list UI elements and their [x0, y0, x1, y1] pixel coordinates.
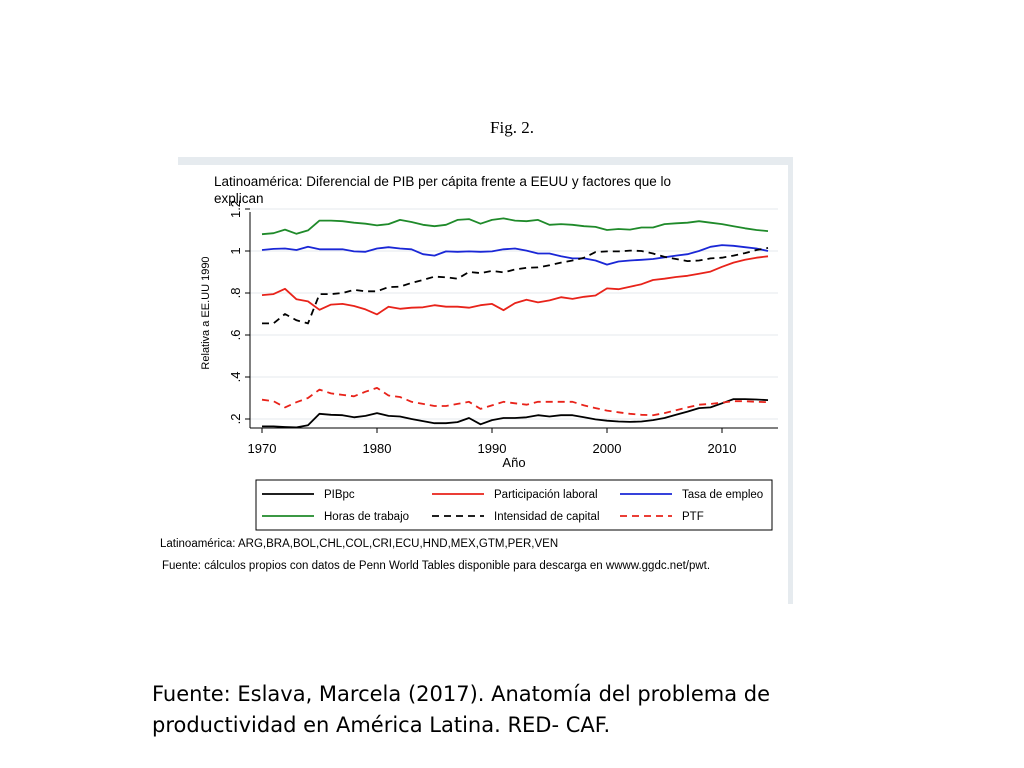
x-tick-label: 1970 [248, 441, 277, 456]
grid-lines [249, 208, 778, 429]
note-source: Fuente: cálculos propios con datos de Pe… [162, 560, 710, 572]
series-line-2 [261, 244, 769, 266]
y-tick-labels: .2 .4 .6 .8 1 1.2 [228, 200, 250, 424]
figure-label: Fig. 2. [490, 118, 534, 137]
legend-label: PTF [682, 511, 704, 523]
note-countries: Latinoamérica: ARG,BRA,BOL,CHL,COL,CRI,E… [160, 538, 558, 550]
x-tick-label: 1990 [478, 441, 507, 456]
y-tick-label: .6 [228, 330, 243, 341]
y-tick-label: .2 [228, 414, 243, 425]
chart-title-line-2: explican [214, 191, 264, 206]
x-tick-labels: 1970 1980 1990 2000 2010 [248, 428, 737, 456]
series-line-1 [261, 255, 769, 316]
y-tick-label: .8 [228, 288, 243, 299]
y-tick-label: .4 [228, 372, 243, 383]
chart-title-line-1: Latinoamérica: Diferencial de PIB per cá… [214, 174, 671, 189]
legend-box [255, 479, 773, 531]
y-tick-label: 1.2 [228, 200, 243, 218]
source-citation: Fuente: Eslava, Marcela (2017). Anatomía… [152, 682, 771, 737]
series-line-4 [262, 247, 769, 325]
y-tick-label: 1 [228, 247, 243, 254]
series-line-0 [262, 398, 769, 429]
x-axis-label: Año [502, 455, 525, 470]
chart-panel-right-border [788, 157, 793, 604]
chart-panel-top-border [178, 157, 792, 165]
x-tick-label: 2010 [708, 441, 737, 456]
legend-label: PIBpc [324, 489, 355, 501]
y-axis-label: Relativa a EE.UU 1990 [200, 256, 212, 369]
series-line-5 [261, 386, 769, 417]
legend: PIBpc Participación laboral Tasa de empleo… [262, 489, 763, 523]
x-tick-label: 1980 [363, 441, 392, 456]
series-line-3 [261, 217, 769, 236]
x-tick-label: 2000 [593, 441, 622, 456]
series-lines [261, 217, 769, 429]
legend-label: Horas de trabajo [324, 511, 409, 523]
legend-label: Intensidad de capital [494, 511, 600, 523]
legend-label: Participación laboral [494, 489, 598, 501]
legend-label: Tasa de empleo [682, 489, 763, 501]
